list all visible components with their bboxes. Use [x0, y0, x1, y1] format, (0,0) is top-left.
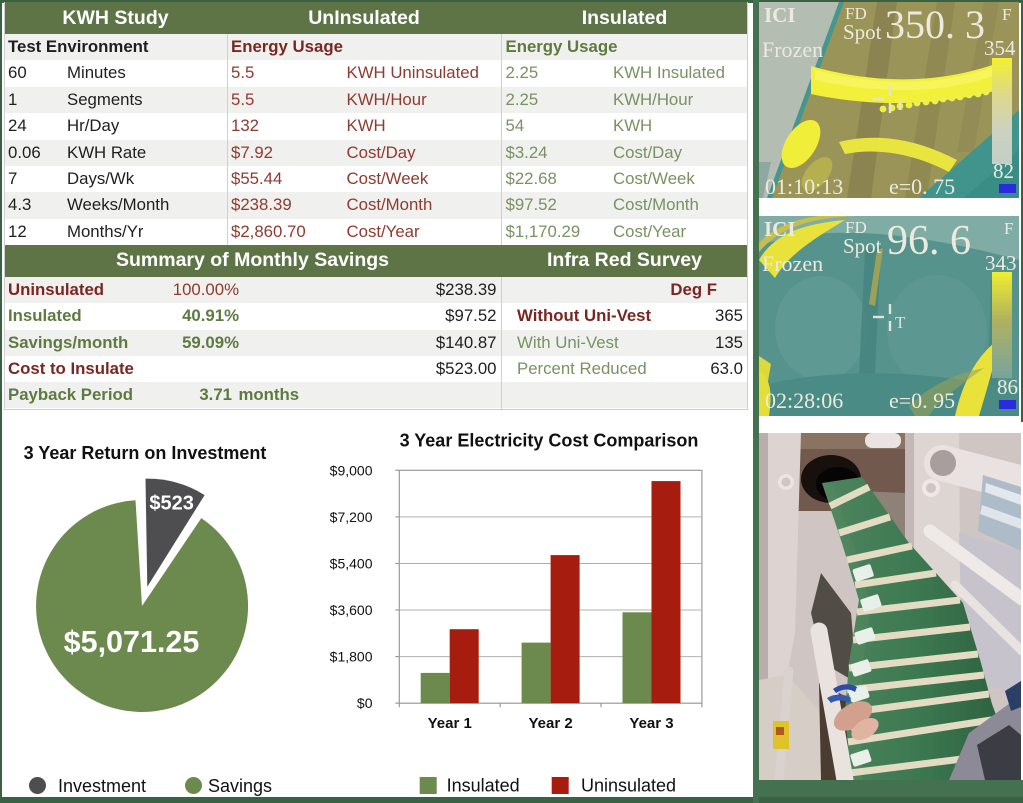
svg-text:$1,800: $1,800	[330, 649, 373, 665]
svg-text:ICI: ICI	[764, 3, 796, 27]
svg-text:Year 2: Year 2	[528, 715, 572, 732]
svg-text:Frozen: Frozen	[762, 251, 823, 276]
svg-text:$5,071.25: $5,071.25	[64, 625, 200, 659]
svg-text:Year 1: Year 1	[428, 715, 472, 732]
svg-text:Uninsulated: Uninsulated	[581, 776, 676, 796]
svg-text:$5,400: $5,400	[330, 556, 373, 572]
svg-text:$523: $523	[149, 492, 194, 514]
svg-text:$9,000: $9,000	[330, 462, 373, 478]
svg-text:F: F	[1004, 219, 1013, 238]
svg-text:343: 343	[985, 251, 1017, 275]
svg-text:$7,200: $7,200	[330, 509, 373, 525]
svg-text:354: 354	[984, 36, 1016, 60]
svg-text:FD: FD	[845, 4, 867, 23]
svg-text:T: T	[895, 95, 906, 114]
svg-text:FD: FD	[845, 218, 867, 237]
svg-text:01:10:13: 01:10:13	[765, 174, 843, 198]
svg-text:82: 82	[993, 159, 1014, 183]
svg-text:Spot: Spot	[843, 234, 882, 258]
svg-text:Insulated: Insulated	[447, 776, 520, 796]
svg-text:Spot: Spot	[843, 20, 882, 44]
svg-text:02:28:06: 02:28:06	[765, 388, 843, 413]
svg-text:Year 3: Year 3	[629, 715, 673, 732]
svg-text:Frozen: Frozen	[762, 37, 823, 62]
svg-text:86: 86	[997, 375, 1018, 399]
svg-text:ICI: ICI	[764, 217, 796, 241]
svg-text:$3,600: $3,600	[330, 602, 373, 618]
svg-text:F: F	[1002, 5, 1011, 24]
svg-text:e=0. 95: e=0. 95	[889, 388, 955, 413]
svg-text:T: T	[895, 313, 906, 332]
svg-text:$0: $0	[357, 695, 373, 711]
svg-text:3 Year Electricity Cost Compar: 3 Year Electricity Cost Comparison	[400, 431, 699, 451]
svg-text:96. 6: 96. 6	[887, 218, 971, 264]
svg-text:e=0. 75: e=0. 75	[889, 174, 955, 198]
svg-text:350. 3: 350. 3	[885, 2, 985, 47]
